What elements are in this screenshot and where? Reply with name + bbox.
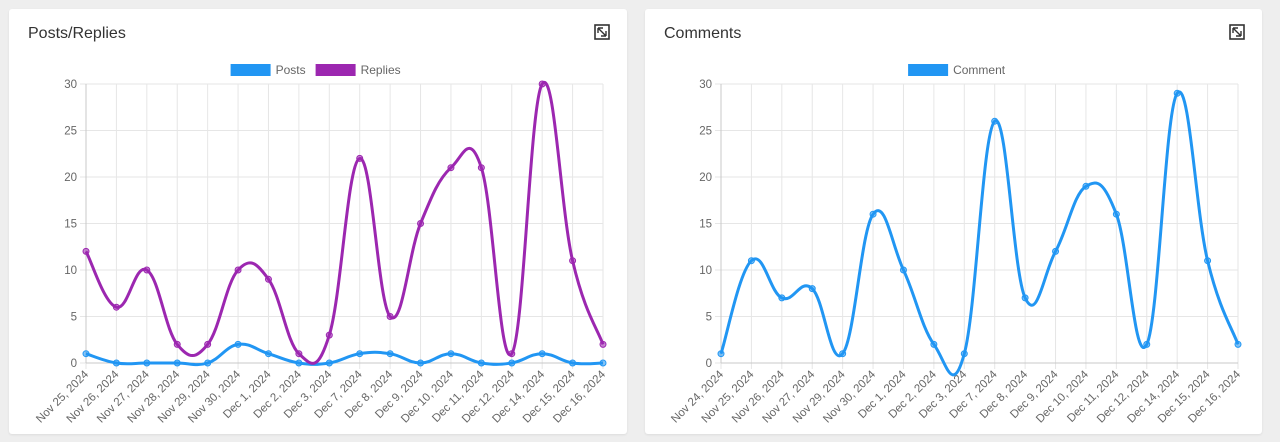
y-tick-label: 10 — [699, 265, 712, 277]
data-point[interactable] — [1021, 294, 1029, 302]
data-point[interactable] — [143, 266, 151, 274]
data-point[interactable] — [477, 359, 485, 367]
data-point[interactable] — [234, 340, 242, 348]
data-point[interactable] — [264, 275, 272, 283]
data-point[interactable] — [899, 266, 907, 274]
x-tick-label: Nov 25, 2024 — [34, 368, 91, 425]
data-point[interactable] — [599, 359, 607, 367]
y-tick-label: 30 — [699, 79, 712, 91]
legend-swatch[interactable] — [315, 64, 356, 76]
data-point[interactable] — [1052, 247, 1060, 255]
card-title: Posts/Replies — [28, 25, 126, 42]
series-line — [84, 80, 605, 365]
y-tick-label: 0 — [706, 358, 712, 370]
series-line — [85, 342, 604, 367]
legend-swatch[interactable] — [908, 64, 949, 76]
data-point[interactable] — [569, 359, 577, 367]
legend-label[interactable]: Comment — [953, 63, 1006, 77]
y-tick-label: 15 — [699, 219, 712, 231]
data-point[interactable] — [508, 350, 516, 358]
data-point[interactable] — [1234, 340, 1242, 348]
data-point[interactable] — [143, 359, 151, 367]
data-point[interactable] — [295, 359, 303, 367]
data-point[interactable] — [204, 359, 212, 367]
data-point[interactable] — [417, 359, 425, 367]
data-point[interactable] — [386, 350, 394, 358]
data-point[interactable] — [1143, 340, 1151, 348]
data-point[interactable] — [173, 340, 181, 348]
expand-icon[interactable] — [594, 24, 610, 40]
y-tick-label: 15 — [64, 219, 77, 231]
y-tick-label: 20 — [64, 172, 77, 184]
y-tick-label: 25 — [699, 126, 712, 138]
data-point[interactable] — [1112, 210, 1120, 218]
data-point[interactable] — [960, 350, 968, 358]
posts-replies-card: Posts/Replies 0 5 10 15 20 25 30 Nov 25, 2024 No… — [9, 9, 627, 434]
data-point[interactable] — [173, 359, 181, 367]
data-point[interactable] — [447, 350, 455, 358]
data-point[interactable] — [82, 350, 90, 358]
data-point[interactable] — [569, 257, 577, 265]
data-point[interactable] — [747, 257, 755, 265]
card-title: Comments — [664, 25, 742, 42]
data-point[interactable] — [508, 359, 516, 367]
data-point[interactable] — [234, 266, 242, 274]
data-point[interactable] — [930, 340, 938, 348]
data-point[interactable] — [717, 350, 725, 358]
data-point[interactable] — [538, 80, 546, 88]
data-point[interactable] — [808, 285, 816, 293]
data-point[interactable] — [386, 313, 394, 320]
data-point[interactable] — [264, 350, 272, 358]
y-tick-label: 5 — [706, 312, 712, 324]
expand-icon[interactable] — [1229, 24, 1245, 40]
y-tick-label: 10 — [64, 265, 77, 277]
data-point[interactable] — [538, 350, 546, 358]
data-point[interactable] — [325, 359, 333, 367]
legend-swatch[interactable] — [230, 64, 271, 76]
data-point[interactable] — [295, 350, 303, 358]
data-point[interactable] — [447, 164, 455, 172]
data-point[interactable] — [417, 220, 425, 227]
data-point[interactable] — [477, 164, 485, 172]
data-point[interactable] — [991, 117, 999, 125]
series-line — [719, 90, 1240, 377]
comments-card: Comments 0 5 10 15 20 25 30 Nov 24, 2024 Nov 25,… — [645, 9, 1262, 434]
data-point[interactable] — [599, 340, 607, 348]
data-point[interactable] — [1173, 89, 1181, 97]
legend-label[interactable]: Replies — [361, 63, 401, 77]
y-tick-label: 25 — [64, 126, 77, 138]
data-point[interactable] — [869, 210, 877, 218]
data-point[interactable] — [356, 350, 364, 358]
data-point[interactable] — [1204, 257, 1212, 265]
data-point[interactable] — [1082, 182, 1090, 190]
legend-label[interactable]: Posts — [276, 63, 306, 77]
data-point[interactable] — [82, 247, 90, 255]
data-point[interactable] — [112, 359, 120, 367]
y-tick-label: 5 — [71, 312, 77, 324]
y-tick-label: 0 — [71, 358, 77, 370]
y-tick-label: 30 — [64, 79, 77, 91]
data-point[interactable] — [839, 350, 847, 358]
data-point[interactable] — [778, 294, 786, 302]
data-point[interactable] — [325, 331, 333, 339]
y-tick-label: 20 — [699, 172, 712, 184]
data-point[interactable] — [204, 340, 212, 348]
data-point[interactable] — [112, 303, 120, 311]
data-point[interactable] — [356, 154, 364, 162]
x-tick-label: Nov 24, 2024 — [669, 368, 726, 425]
